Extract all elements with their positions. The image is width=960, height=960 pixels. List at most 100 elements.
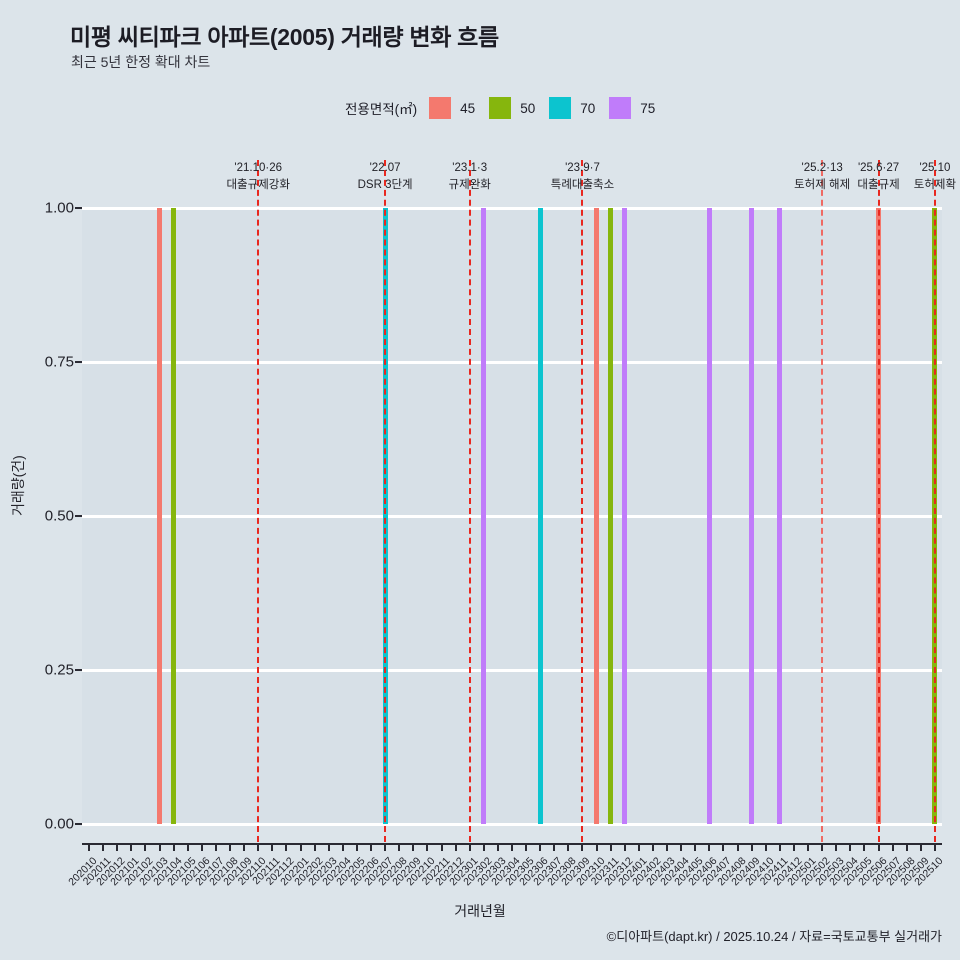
x-tick-mark-202011	[102, 843, 105, 851]
legend-label-50: 50	[520, 100, 536, 116]
x-tick-mark-202310	[595, 843, 598, 851]
x-tick-mark-202206	[370, 843, 373, 851]
series-point-75-202302	[481, 208, 487, 824]
x-tick-mark-202102	[144, 843, 147, 851]
x-tick-mark-202409	[750, 843, 753, 851]
x-tick-mark-202404	[680, 843, 683, 851]
y-tick-label-1.00: 1.00	[44, 199, 74, 217]
series-point-75-202411	[777, 208, 783, 824]
x-tick-mark-202203	[327, 843, 330, 851]
series-point-50-202104	[171, 208, 177, 824]
x-tick-mark-202311	[609, 843, 612, 851]
x-tick-mark-202112	[285, 843, 288, 851]
series-point-75-202406	[706, 208, 712, 824]
legend-label-45: 45	[460, 100, 476, 116]
series-point-45-202310	[594, 208, 600, 824]
event-name-4: 토허제 해제	[794, 179, 851, 191]
x-tick-mark-202411	[778, 843, 781, 851]
x-axis-title: 거래년월	[454, 903, 506, 919]
event-date-6: '25.10	[919, 162, 951, 174]
y-tick-label-0.00: 0.00	[44, 815, 74, 833]
x-tick-mark-202508	[905, 843, 908, 851]
legend-item-50[interactable]: 50	[489, 97, 535, 119]
y-tick-label-0.50: 0.50	[44, 507, 74, 525]
x-tick-mark-202507	[891, 843, 894, 851]
legend-item-70[interactable]: 70	[549, 97, 595, 119]
x-tick-mark-202506	[877, 843, 880, 851]
x-tick-mark-202212	[454, 843, 457, 851]
event-label-4: '25.2·13 토허제 해제	[794, 160, 850, 194]
x-tick-mark-202401	[637, 843, 640, 851]
legend-swatch-45	[429, 97, 452, 119]
x-tick-mark-202302	[482, 843, 485, 851]
x-tick-mark-202101	[130, 843, 133, 851]
gridline-0.25	[82, 668, 942, 672]
series-point-75-202409	[749, 208, 755, 824]
legend-swatch-50	[489, 97, 512, 119]
x-tick-mark-202410	[764, 843, 767, 851]
x-tick-mark-202010	[88, 843, 91, 851]
x-tick-mark-202503	[835, 843, 838, 851]
legend-swatch-75	[609, 97, 632, 119]
event-line-0	[257, 160, 260, 842]
legend-item-75[interactable]: 75	[609, 97, 655, 119]
y-tick-label-0.75: 0.75	[44, 353, 74, 371]
x-tick-mark-202108	[229, 843, 232, 851]
x-tick-mark-202408	[736, 843, 739, 851]
x-tick-mark-202105	[186, 843, 189, 851]
x-tick-mark-202406	[708, 843, 711, 851]
event-date-2: '23.1·3	[452, 162, 488, 174]
y-tick-mark-3	[75, 361, 82, 363]
x-tick-mark-202303	[496, 843, 499, 851]
series-point-75-202312	[622, 208, 628, 824]
x-tick-mark-202504	[849, 843, 852, 851]
x-tick-mark-202208	[398, 843, 401, 851]
event-line-6	[933, 160, 936, 842]
legend-item-45[interactable]: 45	[429, 97, 475, 119]
event-name-1: DSR 3단계	[357, 179, 413, 191]
x-tick-mark-202204	[341, 843, 344, 851]
x-tick-mark-202306	[539, 843, 542, 851]
x-tick-mark-202309	[581, 843, 584, 851]
x-tick-mark-202211	[440, 843, 443, 851]
event-name-0: 대출규제강화	[226, 179, 290, 191]
event-date-5: '25.6·27	[857, 162, 900, 174]
gridline-0.00	[82, 822, 942, 826]
x-tick-mark-202301	[468, 843, 471, 851]
x-tick-mark-202205	[355, 843, 358, 851]
footer-credit: ©디아파트(dapt.kr) / 2025.10.24 / 자료=국토교통부 실…	[606, 929, 942, 944]
x-tick-mark-202210	[426, 843, 429, 851]
event-name-3: 특례대출축소	[550, 179, 615, 191]
x-tick-mark-202505	[863, 843, 866, 851]
x-tick-mark-202308	[567, 843, 570, 851]
event-name-5: 대출규제	[857, 179, 900, 191]
x-tick-mark-202202	[313, 843, 316, 851]
x-tick-mark-202201	[299, 843, 302, 851]
event-date-4: '25.2·13	[801, 162, 843, 174]
x-tick-mark-202312	[623, 843, 626, 851]
gridline-1.00	[82, 206, 942, 210]
y-tick-mark-2	[75, 515, 82, 517]
x-tick-mark-202509	[919, 843, 922, 851]
x-tick-mark-202502	[821, 843, 824, 851]
event-line-4	[821, 160, 824, 842]
x-tick-mark-202106	[200, 843, 203, 851]
x-tick-mark-202012	[116, 843, 119, 851]
event-line-1	[384, 160, 387, 842]
event-date-1: '22.07	[369, 162, 401, 174]
x-tick-mark-202304	[511, 843, 513, 851]
legend-label-75: 75	[640, 100, 656, 116]
x-tick-mark-202501	[807, 843, 810, 851]
series-point-70-202306	[537, 208, 543, 824]
legend-title: 전용면적(㎡)	[345, 102, 418, 117]
chart-subtitle: 최근 5년 한정 확대 차트	[71, 54, 211, 70]
event-label-3: '23.9·7 특례대출축소	[551, 160, 614, 194]
x-tick-mark-202307	[553, 843, 556, 851]
x-tick-mark-202107	[214, 843, 217, 851]
event-name-2: 규제완화	[448, 179, 491, 191]
y-tick-label-0.25: 0.25	[44, 661, 74, 679]
x-tick-mark-202104	[172, 843, 175, 851]
plot-area	[82, 160, 942, 842]
x-tick-mark-202402	[651, 843, 654, 851]
x-tick-mark-202407	[722, 843, 725, 851]
